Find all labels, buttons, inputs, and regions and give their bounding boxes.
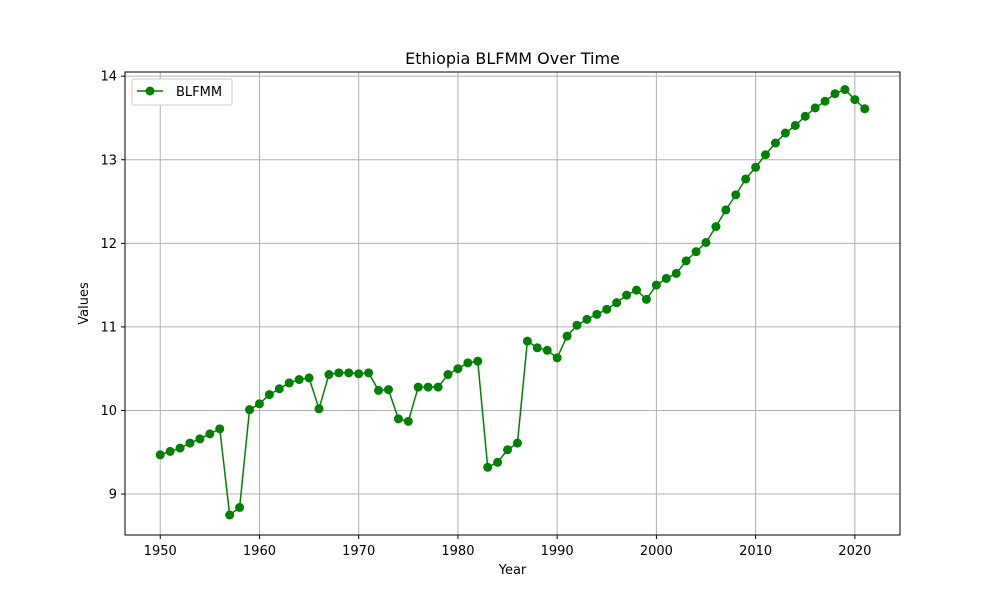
data-point (820, 96, 830, 106)
plot-frame (124, 71, 901, 536)
legend-label: BLFMM (176, 85, 222, 100)
x-axis-title: Year (498, 563, 527, 578)
data-point (254, 399, 264, 409)
data-point (721, 205, 731, 215)
data-point (701, 237, 711, 247)
data-point (215, 424, 225, 434)
data-point (612, 298, 622, 308)
data-point (334, 368, 344, 378)
data-point (671, 268, 681, 278)
data-point (155, 450, 165, 460)
data-point (780, 128, 790, 138)
data-point (433, 382, 443, 392)
data-point (185, 438, 195, 448)
data-point (810, 103, 820, 113)
data-point (274, 384, 284, 394)
data-point (324, 370, 334, 380)
y-tick-label: 11 (100, 320, 117, 335)
data-point (374, 385, 384, 395)
data-point (393, 414, 403, 424)
data-point (294, 375, 304, 385)
data-point (284, 378, 294, 388)
x-tick-label: 2010 (739, 544, 772, 559)
data-point (602, 304, 612, 314)
data-point (344, 368, 354, 378)
data-point (751, 162, 761, 172)
data-point (413, 382, 423, 392)
data-point (453, 364, 463, 374)
data-point (175, 443, 185, 453)
data-point (592, 309, 602, 319)
data-point (691, 247, 701, 257)
chart-title: Ethiopia BLFMM Over Time (405, 49, 620, 68)
data-point (632, 285, 642, 295)
data-point (661, 273, 671, 283)
legend-box (131, 78, 233, 106)
data-point (761, 150, 771, 160)
x-tick-label: 1950 (144, 544, 177, 559)
y-tick-label: 10 (100, 404, 117, 419)
y-tick-label: 13 (100, 153, 117, 168)
legend: BLFMM (131, 78, 233, 106)
data-point (790, 120, 800, 130)
x-tick-label: 1990 (541, 544, 574, 559)
data-point (463, 358, 473, 368)
data-point (572, 320, 582, 330)
series-layer (155, 85, 870, 520)
data-point (443, 370, 453, 380)
data-point (622, 290, 632, 300)
data-point (364, 368, 374, 378)
data-point (582, 314, 592, 324)
data-point (423, 382, 433, 392)
x-tick-label: 2020 (838, 544, 871, 559)
data-point (711, 222, 721, 232)
data-point (562, 331, 572, 341)
data-point (304, 373, 314, 383)
data-point (493, 457, 503, 467)
data-point (830, 89, 840, 99)
data-point (225, 510, 235, 520)
x-tick-label: 1970 (342, 544, 375, 559)
data-point (403, 416, 413, 426)
data-point (245, 405, 255, 415)
data-point (314, 404, 324, 414)
y-tick-label: 12 (100, 237, 117, 252)
data-point (552, 353, 562, 363)
data-point (741, 174, 751, 184)
y-tick-label: 9 (109, 488, 117, 503)
data-point (532, 343, 542, 353)
data-point (651, 280, 661, 290)
legend-marker-swatch (145, 86, 155, 96)
y-tick-label: 14 (100, 70, 117, 85)
data-point (195, 434, 205, 444)
data-point (483, 462, 493, 472)
x-tick-label: 1980 (441, 544, 474, 559)
data-point (542, 345, 552, 355)
x-tick-label: 1960 (243, 544, 276, 559)
data-point (264, 390, 274, 400)
y-axis: 9 10 11 12 13 14 (100, 70, 125, 503)
data-point (840, 85, 850, 95)
data-point (383, 385, 393, 395)
data-point (473, 356, 483, 366)
data-point (235, 502, 245, 512)
data-point (770, 138, 780, 148)
data-point (522, 336, 532, 346)
data-point (731, 190, 741, 200)
data-point (512, 438, 522, 448)
data-point (354, 369, 364, 379)
data-point (641, 294, 651, 304)
grid (125, 72, 900, 535)
data-point (800, 111, 810, 121)
data-point (860, 104, 870, 114)
data-point (681, 256, 691, 266)
data-point (165, 446, 175, 456)
data-point (850, 95, 860, 105)
y-axis-title: Values (77, 282, 92, 325)
data-point (503, 445, 513, 455)
data-point (205, 429, 215, 439)
x-tick-label: 2000 (640, 544, 673, 559)
x-axis: 1950 1960 1970 1980 1990 2000 2010 2020 (144, 535, 871, 559)
